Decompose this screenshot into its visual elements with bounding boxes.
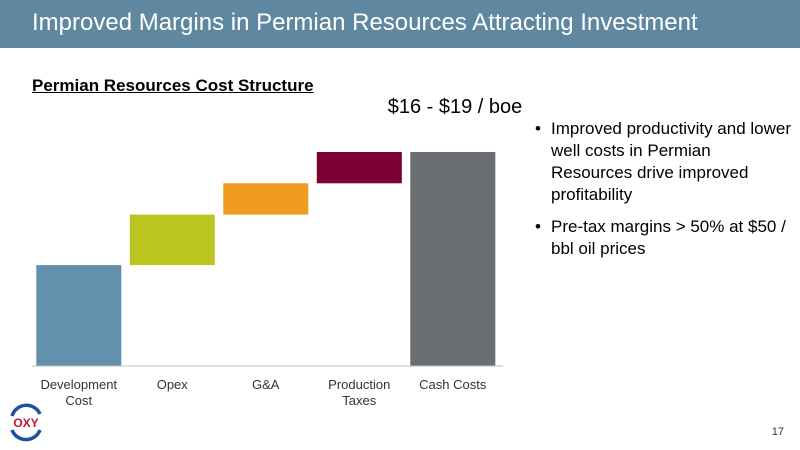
bar-cash-costs xyxy=(410,152,496,366)
x-tick-label: Production Taxes xyxy=(328,377,391,408)
bar-g-a xyxy=(223,183,309,215)
logo-text: OXY xyxy=(13,416,38,430)
x-tick-label: Cash Costs xyxy=(419,377,487,392)
total-annotation: $16 - $19 / boe xyxy=(387,96,523,118)
chart-subtitle: Permian Resources Cost Structure xyxy=(32,76,314,95)
bullet-text: Pre-tax margins > 50% at $50 / bbl oil p… xyxy=(551,217,786,258)
page-number: 17 xyxy=(771,426,784,438)
bullet-glyph: • xyxy=(535,217,541,236)
bullet-glyph: • xyxy=(535,119,541,138)
oxy-logo: OXY xyxy=(10,403,42,442)
chart-bars xyxy=(36,152,496,366)
bar-opex xyxy=(129,214,215,266)
bullet-list: • Improved productivity and lower well co… xyxy=(533,118,793,270)
bar-development-cost xyxy=(36,265,122,366)
bullet-text: Improved productivity and lower well cos… xyxy=(551,119,792,204)
title-bar: Improved Margins in Permian Resources At… xyxy=(0,0,800,48)
bullet-item: • Pre-tax margins > 50% at $50 / bbl oil … xyxy=(533,216,793,260)
bar-production-taxes xyxy=(316,152,402,184)
x-tick-label: G&A xyxy=(252,377,280,392)
page-title: Improved Margins in Permian Resources At… xyxy=(32,9,698,36)
x-tick-label: Opex xyxy=(156,377,188,392)
bullet-item: • Improved productivity and lower well co… xyxy=(533,118,793,206)
x-tick-label: Development Cost xyxy=(40,377,118,408)
